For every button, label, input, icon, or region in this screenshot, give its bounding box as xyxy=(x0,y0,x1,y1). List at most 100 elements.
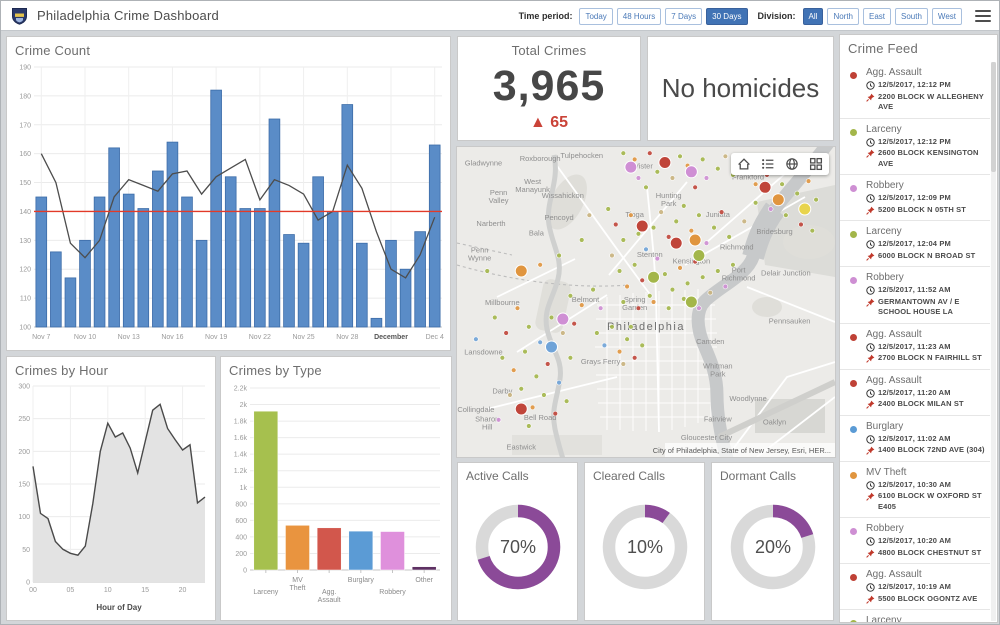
map-label: Kensington xyxy=(673,256,711,265)
bar xyxy=(380,531,405,571)
crime-dot-large xyxy=(514,402,528,416)
map-label: Pencoyd xyxy=(544,213,573,222)
crime-dot xyxy=(703,175,710,181)
bar xyxy=(210,89,222,328)
crime-count-chart[interactable]: 100 110 120 130 140 150 160 170 180 190 Nov 7 Nov 1… xyxy=(7,58,448,344)
crime-type-dot xyxy=(850,72,857,79)
map-label: Bell Road xyxy=(524,413,557,422)
crime-dot xyxy=(662,271,668,277)
crime-feed-item[interactable]: Larceny 12/5/2017, 12:04 PM 6000 BLOCK N… xyxy=(840,220,990,266)
crime-count-title: Crime Count xyxy=(15,43,91,58)
legend-button[interactable] xyxy=(760,156,776,172)
svg-text:1.8k: 1.8k xyxy=(234,419,248,426)
time-period-48-hours[interactable]: 48 Hours xyxy=(616,7,662,25)
svg-text:Larceny: Larceny xyxy=(253,589,278,596)
crime-feed-item[interactable]: Agg. Assault 12/5/2017, 10:19 AM 5500 BL… xyxy=(840,563,990,609)
bar xyxy=(385,239,397,328)
svg-text:MV: MV xyxy=(292,577,303,584)
map-label: West Manayunk xyxy=(515,177,550,194)
map-panel: Gladwynne Roxborough Tulpehocken Wister Fran… xyxy=(456,146,836,458)
svg-text:Dec 4: Dec 4 xyxy=(426,334,444,341)
crime-feed-item[interactable]: Robbery 12/5/2017, 10:20 AM 4800 BLOCK C… xyxy=(840,517,990,563)
crime-dot xyxy=(688,227,695,234)
bar xyxy=(326,211,339,328)
clock-icon xyxy=(866,583,875,592)
map-canvas[interactable]: Gladwynne Roxborough Tulpehocken Wister Fran… xyxy=(457,147,835,457)
layers-button[interactable] xyxy=(784,156,800,172)
dormant-calls-title: Dormant Calls xyxy=(720,469,797,483)
time-period-today[interactable]: Today xyxy=(579,7,613,25)
menu-icon[interactable] xyxy=(975,10,991,22)
map-label: Millbourne xyxy=(485,298,520,307)
crime-dot-large xyxy=(688,233,702,247)
svg-text:Nov 10: Nov 10 xyxy=(74,334,96,341)
crime-dot xyxy=(579,237,585,243)
svg-text:Agg.: Agg. xyxy=(322,589,336,596)
bar xyxy=(108,147,120,328)
svg-text:Nov 22: Nov 22 xyxy=(249,334,271,341)
crime-dot xyxy=(620,150,627,156)
time-period-7-days[interactable]: 7 Days xyxy=(665,7,703,25)
crime-feed-item[interactable]: Burglary 12/5/2017, 11:02 AM 1400 BLOCK … xyxy=(840,414,990,461)
svg-text:Other: Other xyxy=(415,577,433,584)
crime-feed-item[interactable]: Agg. Assault 12/5/2017, 12:12 PM 2200 BL… xyxy=(840,62,990,118)
crime-feed-item[interactable]: Agg. Assault 12/5/2017, 11:20 AM 2400 BL… xyxy=(840,368,990,415)
donut-arc xyxy=(475,504,560,590)
crime-dot-large xyxy=(758,180,772,194)
crime-time: 12/5/2017, 10:20 AM xyxy=(878,536,952,545)
bar xyxy=(50,251,62,328)
division-north[interactable]: North xyxy=(827,7,859,25)
svg-text:Burglary: Burglary xyxy=(348,577,375,584)
map-label: Narberth xyxy=(476,219,505,228)
crime-dot xyxy=(499,355,506,361)
bar xyxy=(268,118,281,328)
crime-feed-item[interactable]: Robbery 12/5/2017, 11:52 AM GERMANTOWN A… xyxy=(840,266,990,323)
bar xyxy=(93,196,106,328)
map-label: Oaklyn xyxy=(763,417,786,426)
crime-feed-item[interactable]: Larceny 12/5/2017, 10:14 AM 1000 BLOCK N… xyxy=(840,609,990,622)
bar xyxy=(414,231,426,328)
division-east[interactable]: East xyxy=(863,7,892,25)
crime-dot xyxy=(620,361,627,367)
crime-dot xyxy=(495,417,502,423)
dormant-calls-donut: 20% xyxy=(730,504,815,590)
crime-type-dot xyxy=(850,379,857,387)
map-label: Darby xyxy=(492,386,512,395)
svg-text:December: December xyxy=(374,334,408,341)
division-all[interactable]: All xyxy=(802,7,824,25)
svg-text:00: 00 xyxy=(29,587,37,594)
division-west[interactable]: West xyxy=(931,7,962,25)
crime-dot xyxy=(700,274,706,280)
active-calls-panel: Active Calls 70% xyxy=(457,462,578,621)
map-label: Grays Ferry xyxy=(581,357,621,366)
map-label: Spring Garden xyxy=(622,295,647,312)
svg-text:1k: 1k xyxy=(240,485,248,492)
crimes-by-hour-title: Crimes by Hour xyxy=(15,363,109,378)
crime-dot xyxy=(567,355,574,361)
crimes-by-hour-chart[interactable]: 0 50 100 150 200 250 300 00 05 10 15 20 Hour of Day xyxy=(7,378,213,616)
up-triangle-icon: ▲ xyxy=(529,114,546,131)
crime-feed-item[interactable]: Agg. Assault 12/5/2017, 11:23 AM 2700 BL… xyxy=(840,322,990,369)
header: Philadelphia Crime Dashboard Time period… xyxy=(1,1,999,31)
map[interactable]: Gladwynne Roxborough Tulpehocken Wister Fran… xyxy=(457,147,835,457)
home-button[interactable] xyxy=(736,156,752,172)
basemap-button[interactable] xyxy=(808,156,824,172)
crime-dot-large xyxy=(684,295,698,309)
pushpin-icon xyxy=(866,595,875,604)
map-label: Whitman Park xyxy=(703,362,733,379)
bar xyxy=(152,170,164,328)
division-south[interactable]: South xyxy=(895,7,928,25)
crime-feed-item[interactable]: MV Theft 12/5/2017, 10:30 AM 6100 BLOCK … xyxy=(840,460,990,518)
bar xyxy=(181,196,193,328)
crime-dot xyxy=(752,181,759,187)
crime-dot xyxy=(665,305,672,311)
crime-time: 12/5/2017, 11:23 AM xyxy=(878,341,951,351)
time-period-30-days[interactable]: 30 Days xyxy=(706,7,748,25)
clock-icon xyxy=(866,342,875,352)
crime-feed-item[interactable]: Robbery 12/5/2017, 12:09 PM 5200 BLOCK N… xyxy=(840,174,990,220)
crime-feed-item[interactable]: Larceny 12/5/2017, 12:12 PM 2600 BLOCK K… xyxy=(840,117,990,175)
crime-dot xyxy=(560,330,566,336)
crime-feed-scrollbar[interactable] xyxy=(991,62,996,621)
crimes-by-type-chart[interactable]: 0 200 400 600 800 1k 1.2k 1.4k 1.6k 1.8k 2k 2.2k Lar… xyxy=(221,378,449,616)
crime-dot xyxy=(635,305,642,311)
